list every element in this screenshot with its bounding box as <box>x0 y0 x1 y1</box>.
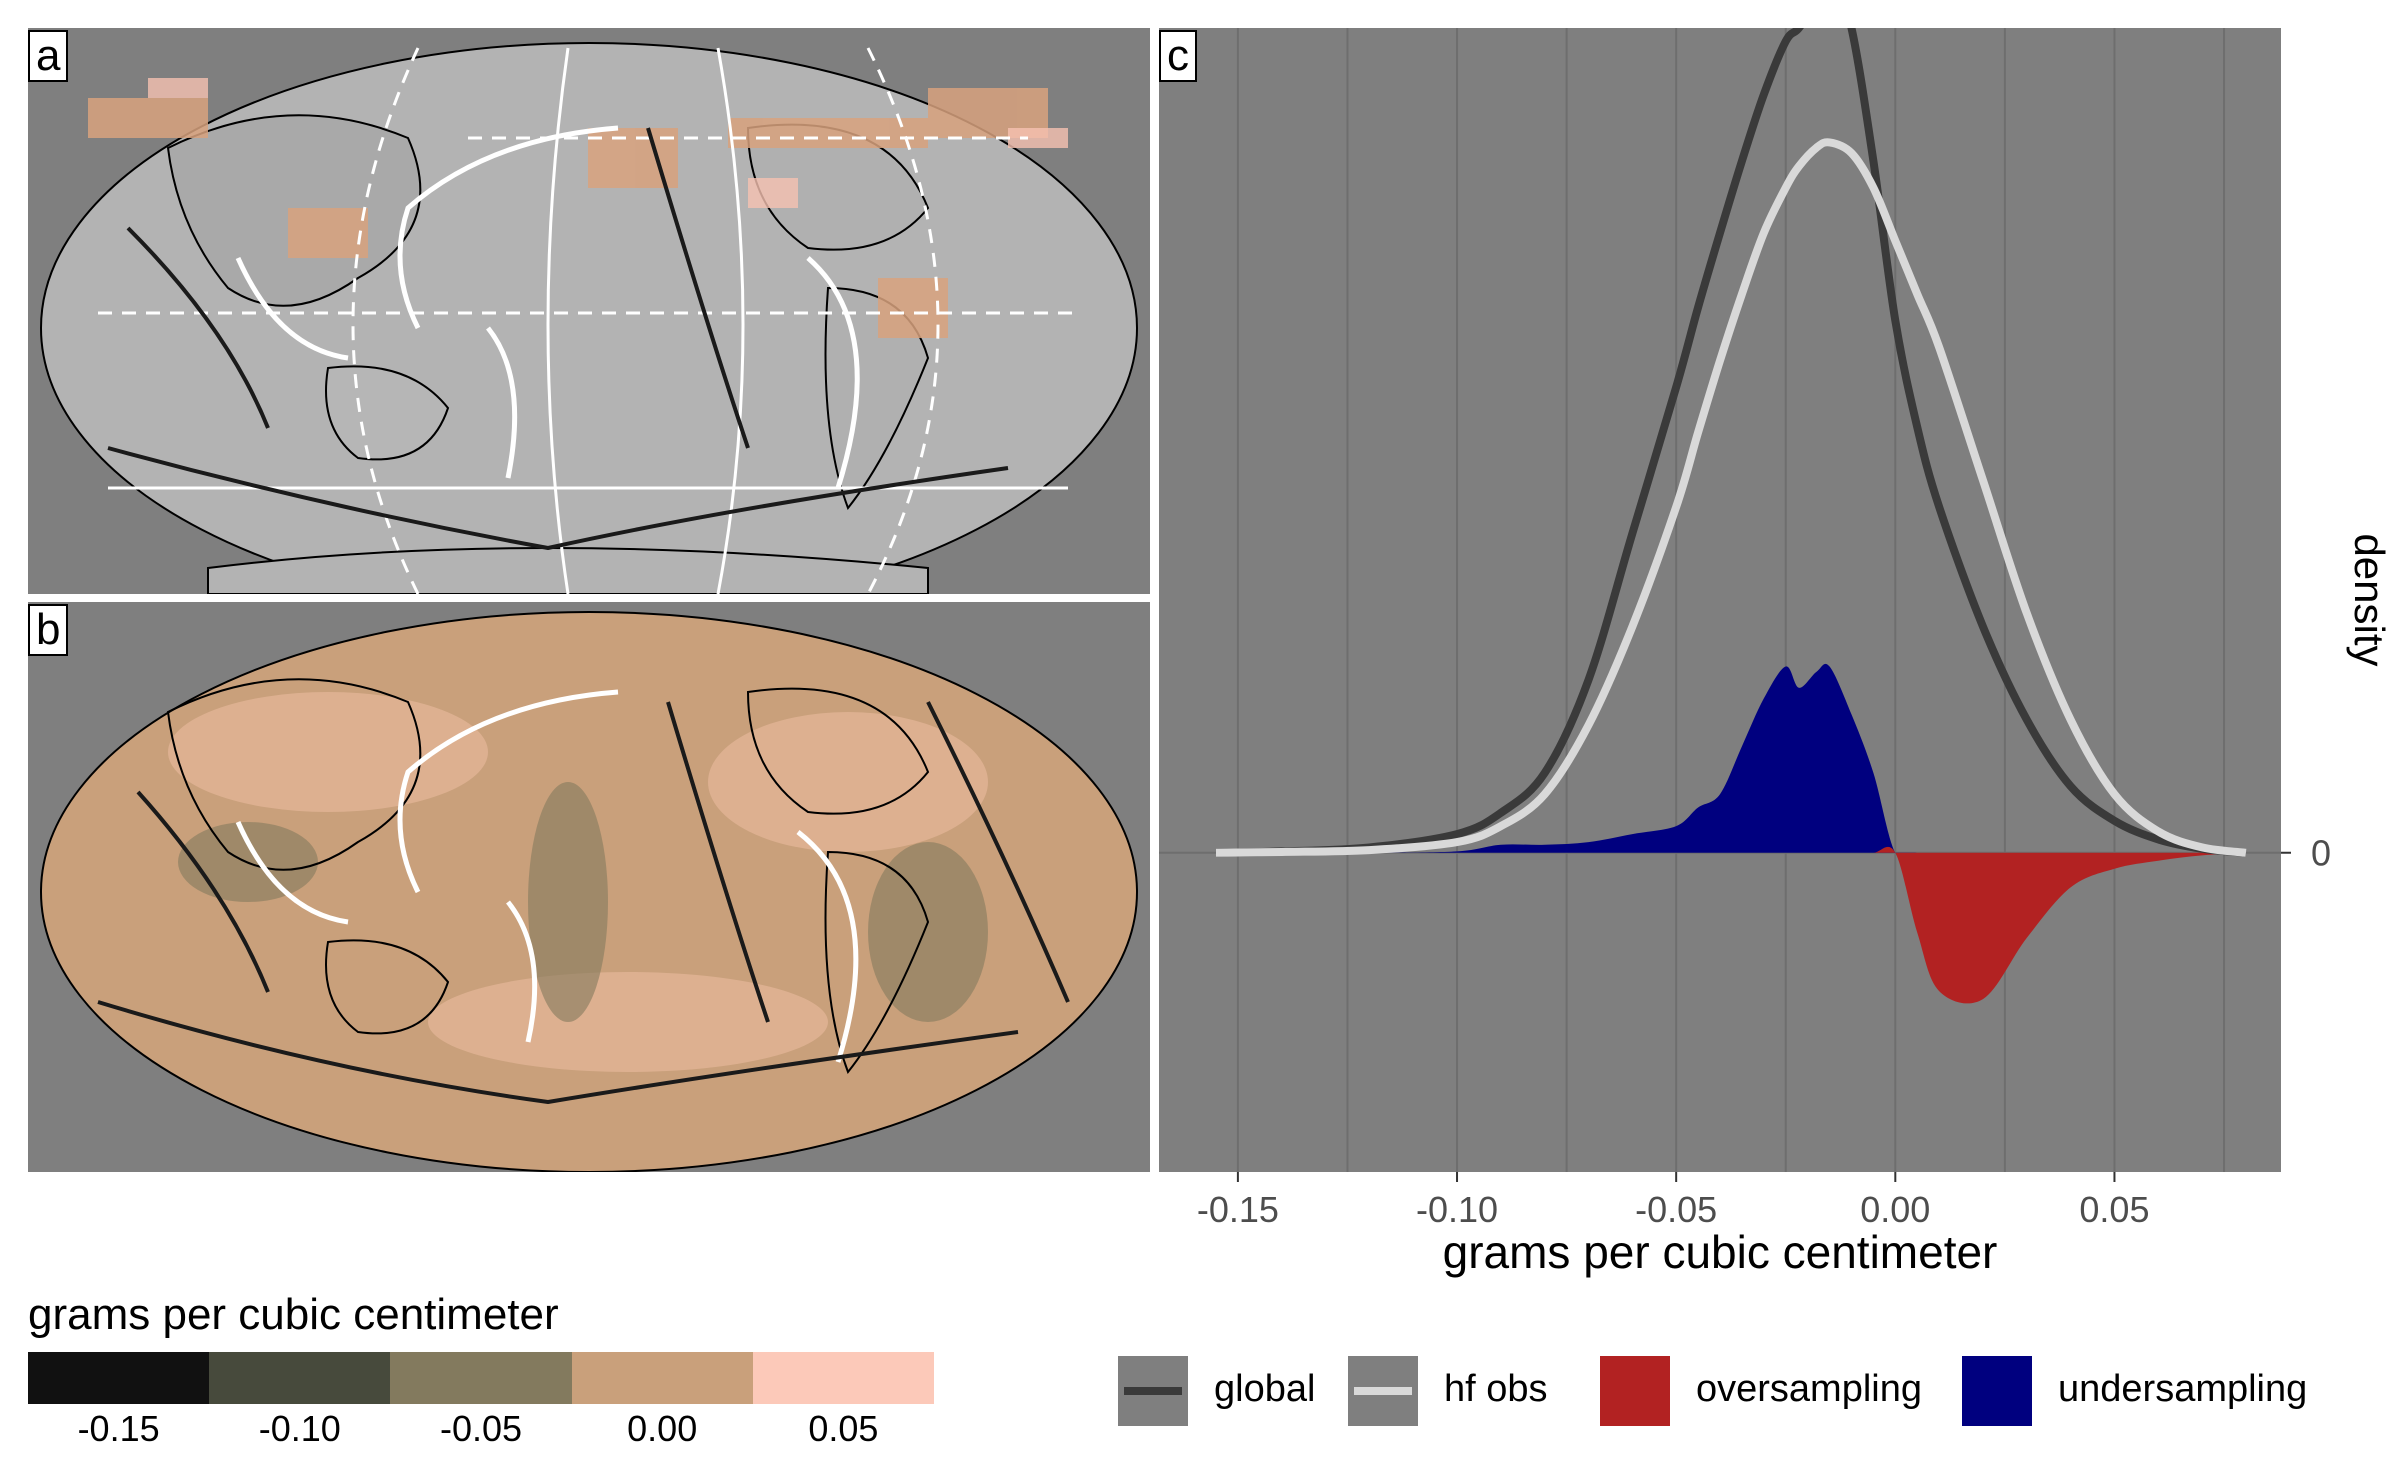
y-tick-label: 0 <box>2311 833 2331 874</box>
colorbar-segment <box>752 1352 935 1404</box>
panel-label-a: a <box>28 30 69 82</box>
legend-label-oversampling: oversampling <box>1696 1368 1922 1410</box>
map-b-graphic <box>40 611 1138 1172</box>
legend-key-global <box>1118 1356 1188 1426</box>
colorbar-segment <box>571 1352 753 1404</box>
colorbar <box>28 1352 935 1404</box>
legend-label-undersampling: undersampling <box>2058 1368 2308 1410</box>
colorbar-title: grams per cubic centimeter <box>28 1290 559 1339</box>
fill-areas <box>1215 663 2246 1004</box>
map-a-graphic <box>40 42 1138 594</box>
plot-panel <box>1159 28 2281 1172</box>
y-axis-ticks: 0 <box>2281 833 2331 874</box>
x-tick-label: -0.15 <box>1197 1189 1279 1230</box>
colorbar-segment <box>390 1352 572 1404</box>
colorbar-tick-label: -0.10 <box>258 1408 341 1449</box>
x-tick-label: 0.00 <box>1860 1189 1930 1230</box>
colorbar-tick-label: -0.15 <box>77 1408 160 1449</box>
colorbar-segment <box>209 1352 391 1404</box>
x-tick-label: 0.05 <box>2079 1189 2149 1230</box>
area-oversampling <box>1215 846 2246 1004</box>
x-axis-ticks: -0.15 -0.10 -0.05 0.00 0.05 <box>1197 1172 2149 1230</box>
colorbar-tick-label: 0.05 <box>808 1408 879 1449</box>
legend-key-oversampling <box>1600 1356 1670 1426</box>
colorbar-segment <box>28 1352 210 1404</box>
x-tick-label: -0.05 <box>1635 1189 1717 1230</box>
map-panel-a <box>28 28 1150 594</box>
colorbar-tick-label: 0.00 <box>627 1408 698 1449</box>
density-lines <box>1215 28 2247 857</box>
line-hf-obs <box>1215 138 2247 857</box>
panel-label-b: b <box>28 604 69 656</box>
x-axis-label: grams per cubic centimeter <box>1443 1226 1998 1278</box>
map-panel-b <box>28 602 1150 1172</box>
legend-key-undersampling <box>1962 1356 2032 1426</box>
panel-label-c: c <box>1159 30 1197 82</box>
legend-label-global: global <box>1214 1368 1316 1410</box>
density-chart: -0.15 -0.10 -0.05 0.00 0.05 0 grams per cubi… <box>1159 28 2393 1278</box>
legend-key-hf-obs <box>1348 1356 1418 1426</box>
x-tick-label: -0.10 <box>1416 1189 1498 1230</box>
legend-label-hf-obs: hf obs <box>1444 1368 1548 1410</box>
y-axis-label: density <box>2346 533 2393 666</box>
line-global <box>1215 28 2247 857</box>
area-undersampling <box>1215 663 2246 859</box>
colorbar-tick-label: -0.05 <box>439 1408 523 1449</box>
